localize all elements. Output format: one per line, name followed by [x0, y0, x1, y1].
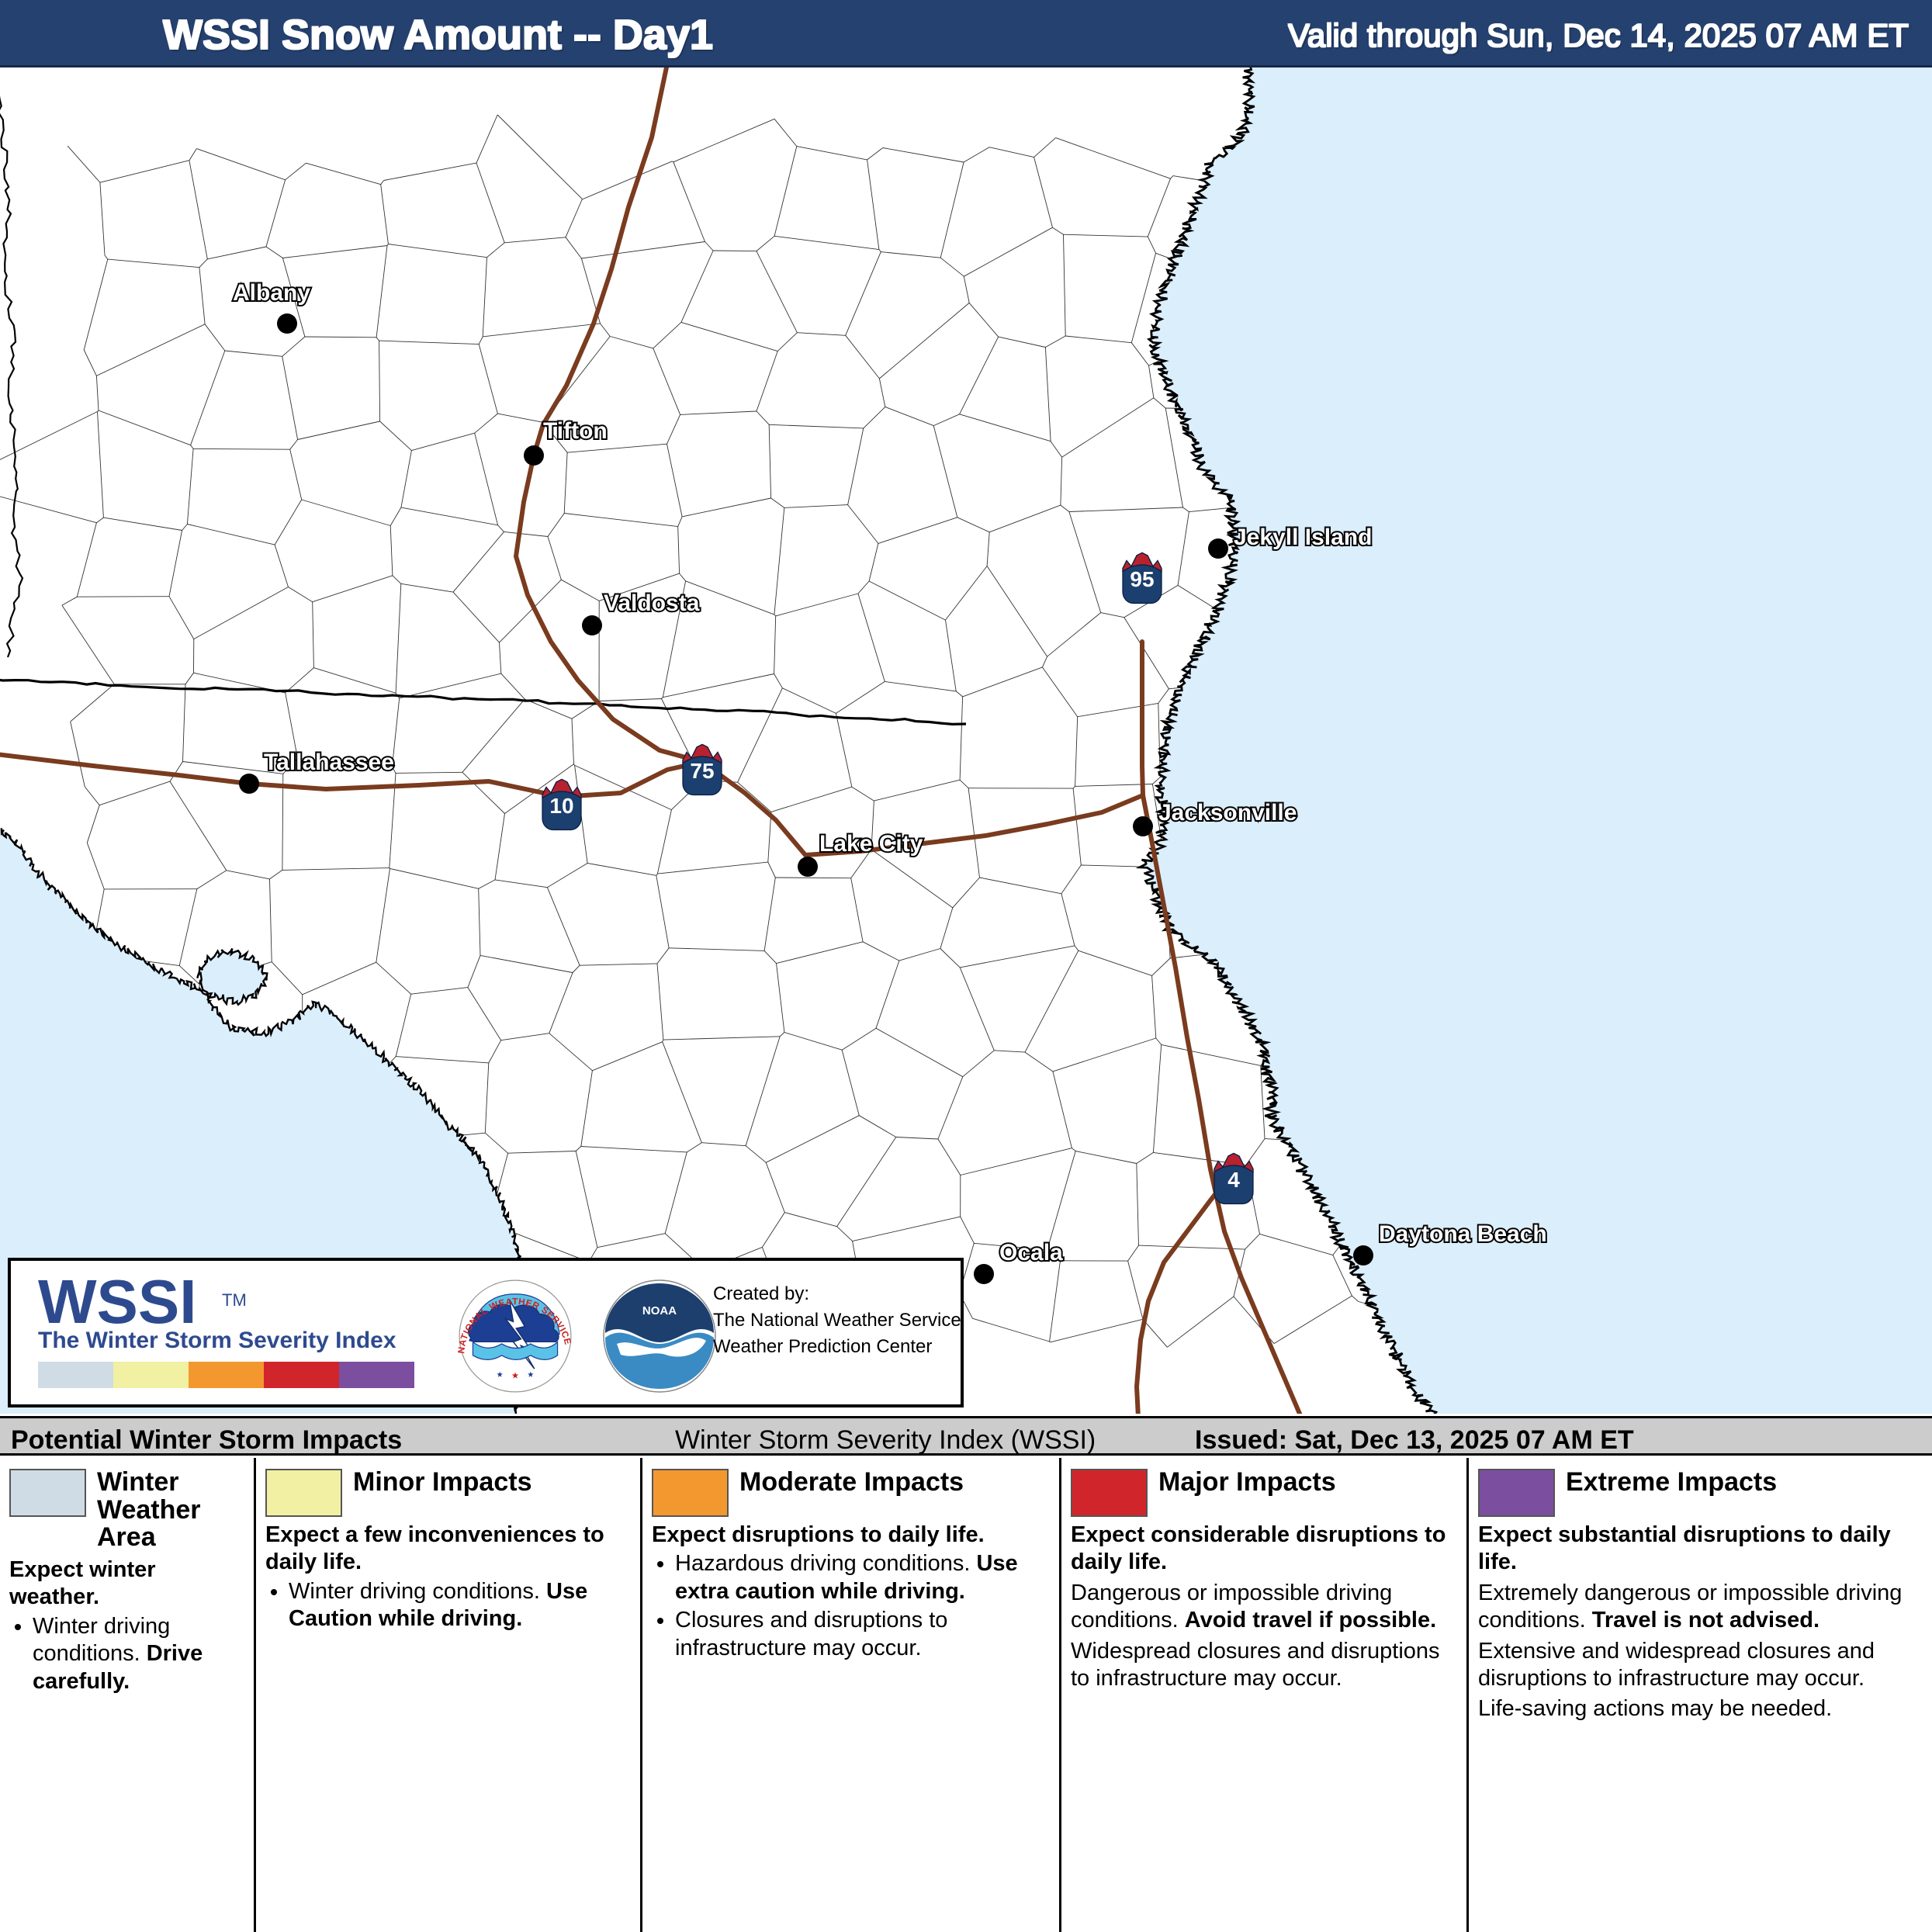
svg-text:WSSI: WSSI — [38, 1267, 196, 1336]
svg-text:Tifton: Tifton — [543, 418, 608, 444]
svg-text:4: 4 — [1227, 1168, 1240, 1192]
svg-text:Weather Prediction Center: Weather Prediction Center — [713, 1336, 932, 1357]
svg-text:Daytona Beach: Daytona Beach — [1379, 1221, 1547, 1247]
svg-text:10: 10 — [549, 794, 573, 818]
svg-text:Created by:: Created by: — [713, 1283, 809, 1304]
svg-text:Valdosta: Valdosta — [604, 590, 700, 616]
svg-text:NOAA: NOAA — [642, 1304, 677, 1317]
svg-text:TM: TM — [222, 1290, 247, 1310]
svg-text:Ocala: Ocala — [999, 1240, 1063, 1265]
svg-text:Albany: Albany — [233, 280, 310, 306]
svg-text:Tallahassee: Tallahassee — [264, 750, 394, 775]
svg-text:Jacksonville: Jacksonville — [1158, 800, 1297, 826]
svg-text:Lake City: Lake City — [819, 831, 923, 857]
svg-text:The National Weather Service: The National Weather Service — [713, 1310, 961, 1331]
svg-text:75: 75 — [690, 759, 714, 783]
svg-text:The Winter Storm Severity Inde: The Winter Storm Severity Index — [38, 1328, 396, 1353]
svg-text:Jekyll Island: Jekyll Island — [1234, 525, 1372, 550]
svg-text:95: 95 — [1130, 567, 1154, 591]
